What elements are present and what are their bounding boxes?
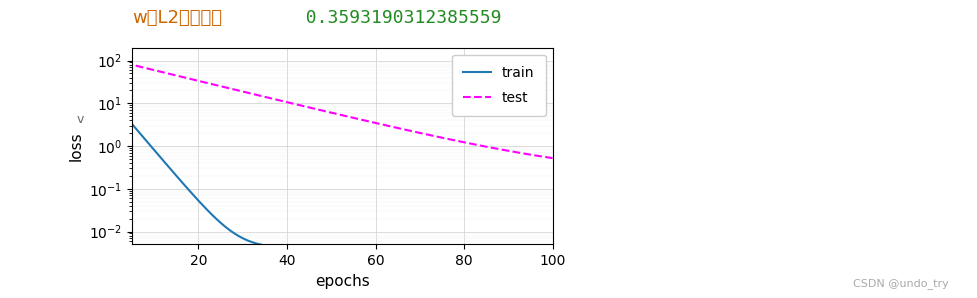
Text: CSDN @undo_try: CSDN @undo_try <box>852 278 948 289</box>
test <box>524 153 535 156</box>
test <box>369 121 381 125</box>
Text: 0.3593190312385559: 0.3593190312385559 <box>283 9 500 27</box>
train <box>334 247 346 250</box>
train <box>524 247 535 250</box>
train <box>511 247 523 250</box>
train <box>108 101 120 105</box>
Y-axis label: loss: loss <box>68 131 83 161</box>
test <box>511 150 523 154</box>
train <box>546 247 558 250</box>
test <box>334 113 346 117</box>
Text: w的L2范数为：: w的L2范数为： <box>132 9 222 27</box>
test <box>210 83 222 87</box>
Text: v: v <box>76 113 84 126</box>
test <box>108 59 120 62</box>
Legend: train, test: train, test <box>451 55 545 116</box>
X-axis label: epochs: epochs <box>315 274 369 289</box>
train <box>210 217 222 221</box>
test <box>192 79 204 83</box>
train <box>192 199 204 202</box>
test <box>546 156 558 160</box>
Line: test: test <box>114 60 552 158</box>
Line: train: train <box>114 103 552 249</box>
train <box>369 247 381 250</box>
